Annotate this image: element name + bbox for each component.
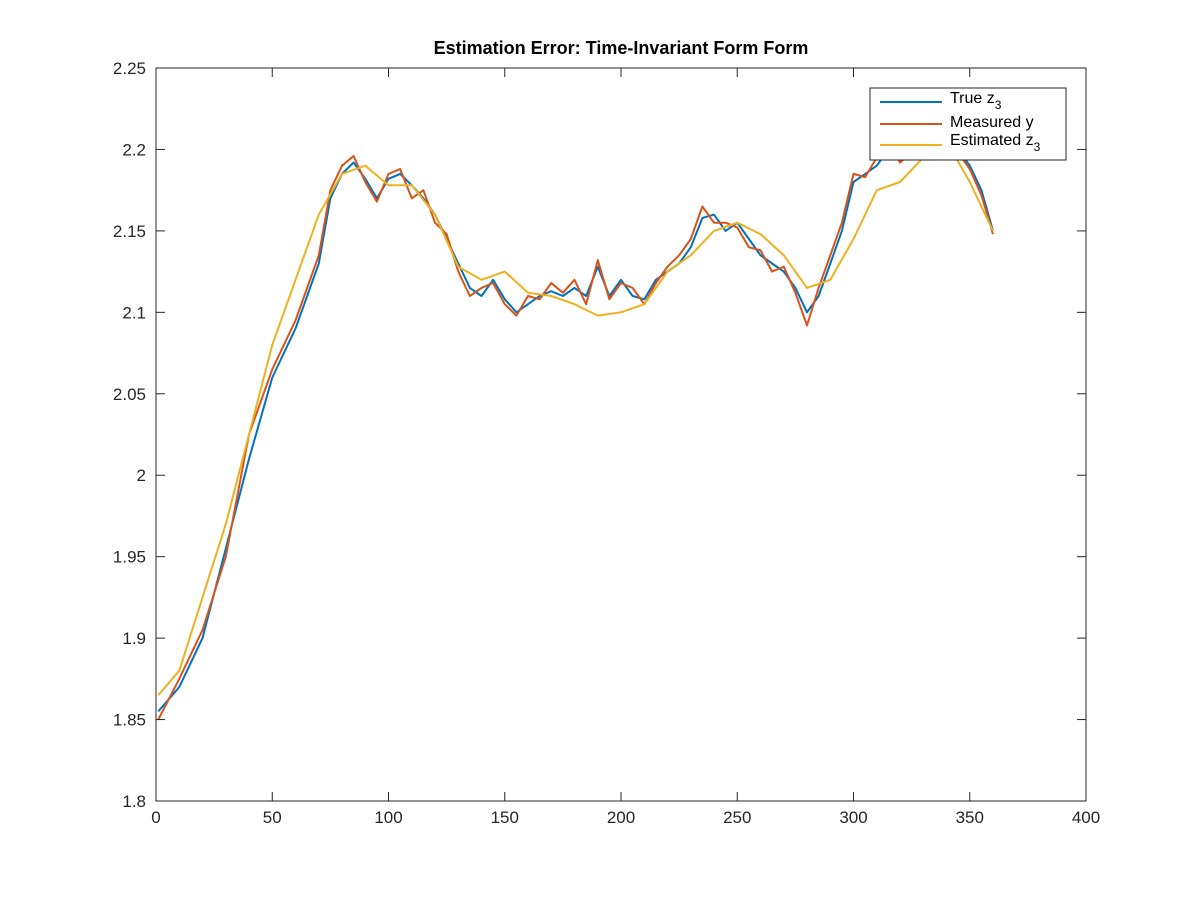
legend: True z3 Measured y Estimated z3	[869, 87, 1067, 161]
x-tick-label: 200	[607, 808, 635, 827]
y-tick-label: 2.15	[113, 222, 146, 241]
legend-label-measured-y: Measured y	[950, 114, 1034, 131]
series-line-estimated-z3	[157, 140, 994, 696]
legend-label-estimated-z3: Estimated z3	[950, 132, 1041, 154]
series-line-measured-y	[157, 119, 994, 721]
legend-label-true-z3: True z3	[950, 90, 1002, 112]
y-tick-label: 1.9	[122, 629, 146, 648]
legend-label-estimated-z3-base: Estimated z	[950, 132, 1034, 149]
y-tick-label: 2.25	[113, 59, 146, 78]
chart-title: Estimation Error: Time-Invariant Form Fo…	[434, 38, 809, 58]
y-tick-label: 1.85	[113, 711, 146, 730]
x-tick-label: 0	[151, 808, 160, 827]
x-tick-label: 100	[374, 808, 402, 827]
plot-area	[156, 68, 1086, 801]
y-tick-label: 2	[137, 466, 146, 485]
y-tick-label: 1.8	[122, 792, 146, 811]
x-tick-label: 250	[723, 808, 751, 827]
x-tick-label: 350	[956, 808, 984, 827]
legend-label-estimated-z3-sub: 3	[1034, 140, 1041, 154]
y-tick-label: 2.2	[122, 140, 146, 159]
y-tick-label: 2.1	[122, 303, 146, 322]
series-layer	[157, 119, 994, 721]
x-tick-label: 400	[1072, 808, 1100, 827]
x-tick-label: 300	[839, 808, 867, 827]
legend-label-true-z3-base: True z	[950, 90, 995, 107]
y-tick-label: 2.05	[113, 385, 146, 404]
x-tick-label: 150	[491, 808, 519, 827]
y-tick-label: 1.95	[113, 548, 146, 567]
x-tick-label: 50	[263, 808, 282, 827]
axes-box	[155, 67, 1087, 802]
ticks-layer: 0 50 100 150 200 250 300 350 400 1.8 1.85 1.9 1.95 2 2…	[113, 59, 1100, 827]
legend-label-true-z3-sub: 3	[995, 98, 1002, 112]
